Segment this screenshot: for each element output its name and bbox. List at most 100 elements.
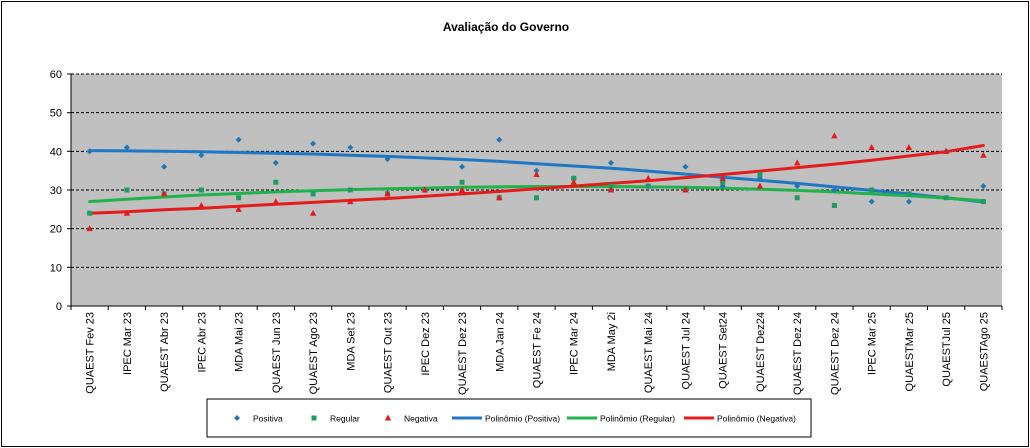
x-tick-label: IPEC Mar 24 [569, 312, 581, 375]
point-regular [831, 202, 837, 208]
point-regular [124, 187, 130, 193]
y-tick-label: 60 [50, 69, 62, 81]
point-positiva [86, 148, 93, 155]
y-tick-label: 50 [50, 108, 62, 120]
point-positiva [459, 163, 466, 170]
legend-label: Regular [330, 414, 360, 424]
point-negativa [607, 186, 615, 193]
y-tick-label: 40 [50, 146, 62, 158]
legend-label: Negativa [404, 414, 438, 424]
point-regular [459, 179, 465, 185]
point-positiva [533, 167, 540, 174]
x-tick-label: QUAEST Dez24 [755, 312, 767, 392]
x-tick-label: IPEC Mar 23 [122, 312, 134, 375]
x-tick-label: QUAEST Dez 24 [792, 312, 804, 395]
point-negativa [533, 171, 540, 178]
x-tick-label: QUAEST Fe 24 [532, 312, 544, 388]
point-negativa [980, 151, 987, 158]
point-regular [310, 191, 316, 197]
point-regular [273, 179, 279, 185]
point-positiva [272, 159, 279, 166]
point-negativa [86, 225, 93, 232]
x-tick-label: QUAEST Mai 24 [643, 312, 655, 393]
point-negativa [570, 178, 577, 185]
point-positiva [682, 163, 689, 170]
x-tick-label: QUAESTMar 25 [904, 312, 916, 391]
x-tick-label: QUAESTJul 25 [941, 312, 953, 387]
x-tick-label: QUAESTAgo 25 [978, 312, 990, 391]
point-regular [757, 172, 763, 178]
point-regular [87, 210, 93, 216]
x-tick-label: QUAEST Fev 23 [85, 312, 97, 394]
point-negativa [235, 205, 242, 212]
point-regular [720, 179, 726, 185]
point-regular [980, 199, 986, 205]
chart-title: Avaliação do Governo [443, 20, 569, 34]
point-positiva [496, 136, 503, 143]
point-positiva [310, 140, 317, 147]
y-tick-label: 10 [50, 262, 62, 274]
legend-marker [311, 415, 317, 421]
point-positiva [384, 156, 391, 163]
x-tick-label: IPEC Abr 23 [196, 312, 208, 373]
point-negativa [793, 159, 801, 166]
point-negativa [160, 190, 168, 197]
x-tick-label: QUAEST Ago 23 [308, 312, 320, 394]
point-negativa [496, 194, 503, 201]
point-regular [571, 175, 577, 181]
legend: Positiva Regular Negativa Polinômio (Positi… [206, 398, 812, 438]
legend-marker [384, 414, 392, 421]
legend-marker [234, 415, 240, 421]
point-positiva [347, 144, 354, 151]
point-positiva [794, 183, 801, 190]
legend-label: Polinômio (Regular) [600, 414, 675, 424]
point-positiva [868, 198, 875, 205]
point-positiva [980, 183, 987, 190]
x-tick-label: IPEC Mar 25 [867, 312, 879, 375]
point-negativa [458, 186, 466, 193]
point-positiva [198, 152, 205, 159]
point-positiva [831, 187, 838, 193]
point-negativa [905, 143, 913, 150]
y-tick-label: 20 [50, 224, 62, 236]
axes: 0 10 20 30 40 50 60 QUAEST Fev 23 IPEC Mar 23 QUA… [50, 69, 1003, 395]
point-positiva [161, 163, 168, 170]
point-regular [236, 195, 242, 201]
point-positiva [235, 136, 242, 143]
legend-label: Positiva [253, 414, 283, 424]
trendline-positiva [88, 149, 985, 204]
point-negativa [123, 209, 131, 216]
point-negativa [942, 147, 950, 154]
point-positiva [123, 144, 130, 151]
point-negativa [347, 198, 354, 205]
point-negativa [421, 186, 428, 193]
point-regular [534, 195, 539, 201]
point-negativa [719, 174, 726, 181]
point-regular [943, 195, 949, 201]
x-tick-label: MDA Mai 23 [234, 312, 246, 372]
point-regular [906, 191, 912, 197]
data-points [86, 132, 987, 232]
x-tick-label: MDA May 2i [606, 312, 618, 371]
x-tick-label: QUAEST Set24 [718, 312, 730, 389]
point-regular [794, 195, 800, 201]
point-negativa [309, 209, 317, 216]
x-tick-label: QUAEST Dez 23 [457, 312, 469, 395]
point-regular [869, 187, 875, 193]
x-tick-label: QUAEST Jul 24 [680, 312, 692, 389]
point-negativa [384, 190, 391, 197]
point-regular [347, 187, 353, 193]
point-positiva [905, 198, 912, 205]
point-negativa [868, 143, 875, 150]
x-tick-label: QUAEST Dez 24 [829, 312, 841, 395]
point-regular [645, 183, 651, 189]
point-negativa [682, 186, 689, 193]
x-tick-label: MDA Set 23 [345, 312, 357, 371]
point-negativa [831, 132, 838, 139]
y-tick-label: 30 [50, 185, 62, 197]
point-negativa [645, 174, 652, 181]
legend-label: Polinômio (Positiva) [485, 414, 560, 424]
x-tick-label: MDA Jan 24 [494, 312, 506, 372]
point-positiva [607, 159, 614, 166]
